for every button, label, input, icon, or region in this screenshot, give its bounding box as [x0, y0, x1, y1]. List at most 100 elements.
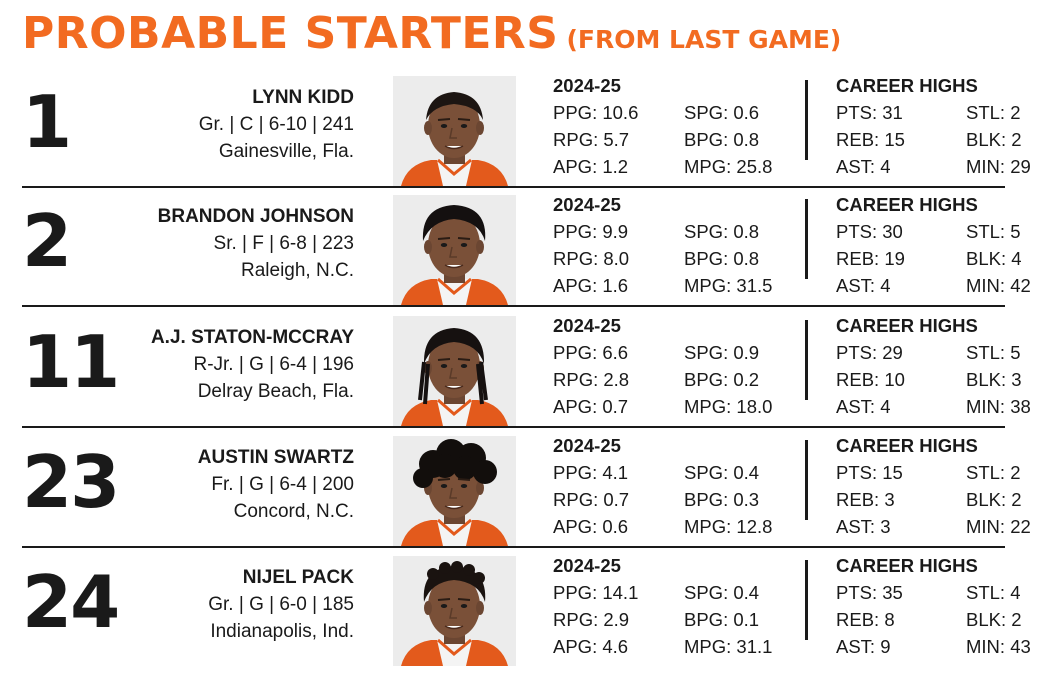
career-highs-col2: STL: 4 BLK: 2 MIN: 43: [966, 579, 1031, 660]
player-headshot: [393, 556, 516, 666]
stat-bpg: BPG: 0.8: [684, 129, 760, 150]
player-info: LYNN KIDD Gr. | C | 6-10 | 241 Gainesville…: [199, 84, 354, 165]
stat-spg: SPG: 0.8: [684, 221, 760, 242]
player-details: Sr. | F | 6-8 | 223: [213, 233, 354, 254]
career-highs-col2: STL: 2 BLK: 2 MIN: 22: [966, 459, 1031, 540]
season-stats-col2: SPG: 0.9 BPG: 0.2 MPG: 18.0: [684, 339, 772, 420]
stat-rpg: RPG: 8.0: [553, 248, 630, 269]
stat-spg: SPG: 0.4: [684, 462, 760, 483]
player-headshot: [393, 195, 516, 305]
stat-bpg: BPG: 0.1: [684, 609, 760, 630]
player-hometown: Raleigh, N.C.: [241, 260, 354, 281]
row-divider: [22, 546, 1005, 548]
career-highs: CAREER HIGHS PTS: 35 REB: 8 AST: 9: [836, 552, 978, 660]
stats-separator: [805, 80, 808, 160]
career-min: MIN: 29: [966, 156, 1031, 177]
player-details: Gr. | C | 6-10 | 241: [198, 114, 354, 135]
stats-separator: [805, 320, 808, 400]
row-divider: [22, 426, 1005, 428]
player-row: 23 AUSTIN SWARTZ Fr. | G | 6-4 | 200 Concor…: [0, 435, 1046, 558]
career-min: MIN: 43: [966, 636, 1031, 657]
season-stats-col2: SPG: 0.8 BPG: 0.8 MPG: 31.5: [684, 218, 772, 299]
player-name: AUSTIN SWARTZ: [197, 447, 354, 468]
player-row: 2 BRANDON JOHNSON Sr. | F | 6-8 | 223 Ralei…: [0, 194, 1046, 317]
career-reb: REB: 3: [836, 489, 895, 510]
player-hometown: Delray Beach, Fla.: [197, 381, 354, 402]
stat-mpg: MPG: 25.8: [684, 156, 773, 177]
career-reb: REB: 8: [836, 609, 895, 630]
career-pts: PTS: 29: [836, 342, 903, 363]
player-name: LYNN KIDD: [252, 87, 354, 108]
season-label: 2024-25: [553, 555, 621, 576]
stat-ppg: PPG: 9.9: [553, 221, 629, 242]
career-min: MIN: 42: [966, 275, 1031, 296]
row-divider: [22, 305, 1005, 307]
stat-bpg: BPG: 0.8: [684, 248, 760, 269]
career-reb: REB: 15: [836, 129, 905, 150]
player-details: R-Jr. | G | 6-4 | 196: [193, 354, 354, 375]
career-min: MIN: 38: [966, 396, 1031, 417]
jersey-number: 2: [22, 199, 72, 283]
stat-rpg: RPG: 0.7: [553, 489, 630, 510]
player-details: Fr. | G | 6-4 | 200: [211, 474, 354, 495]
career-blk: BLK: 2: [966, 129, 1022, 150]
player-info: AUSTIN SWARTZ Fr. | G | 6-4 | 200 Concord,…: [198, 444, 354, 525]
season-stats: 2024-25 PPG: 10.6 RPG: 5.7 APG: 1.2: [553, 72, 638, 180]
stat-apg: APG: 1.2: [553, 156, 629, 177]
career-highs-title: CAREER HIGHS: [836, 435, 978, 456]
stats-separator: [805, 199, 808, 279]
stat-apg: APG: 0.7: [553, 396, 629, 417]
stat-spg: SPG: 0.9: [684, 342, 760, 363]
player-headshot: [393, 316, 516, 426]
career-pts: PTS: 35: [836, 582, 903, 603]
career-pts: PTS: 15: [836, 462, 903, 483]
player-name: NIJEL PACK: [242, 567, 354, 588]
player-headshot: [393, 76, 516, 186]
stats-separator: [805, 440, 808, 520]
stat-rpg: RPG: 2.8: [553, 369, 630, 390]
career-ast: AST: 9: [836, 636, 891, 657]
stat-ppg: PPG: 4.1: [553, 462, 629, 483]
player-details: Gr. | G | 6-0 | 185: [208, 594, 354, 615]
player-row: 11 A.J. STATON-MCCRAY R-Jr. | G | 6-4 | 19…: [0, 315, 1046, 438]
stat-apg: APG: 4.6: [553, 636, 629, 657]
season-label: 2024-25: [553, 315, 621, 336]
row-divider: [22, 186, 1005, 188]
season-stats: 2024-25 PPG: 9.9 RPG: 8.0 APG: 1.6: [553, 191, 629, 299]
career-stl: STL: 2: [966, 102, 1021, 123]
career-highs-col2: STL: 5 BLK: 3 MIN: 38: [966, 339, 1031, 420]
player-info: A.J. STATON-MCCRAY R-Jr. | G | 6-4 | 196 D…: [151, 324, 354, 405]
stat-ppg: PPG: 14.1: [553, 582, 639, 603]
season-stats-col2: SPG: 0.4 BPG: 0.1 MPG: 31.1: [684, 579, 772, 660]
career-highs: CAREER HIGHS PTS: 31 REB: 15 AST: 4: [836, 72, 978, 180]
career-pts: PTS: 30: [836, 221, 903, 242]
stat-rpg: RPG: 2.9: [553, 609, 630, 630]
stat-spg: SPG: 0.4: [684, 582, 760, 603]
stat-mpg: MPG: 18.0: [684, 396, 773, 417]
stat-spg: SPG: 0.6: [684, 102, 760, 123]
career-blk: BLK: 2: [966, 489, 1022, 510]
player-row: 24 NIJEL PACK Gr. | G | 6-0 | 185 Indianapo…: [0, 555, 1046, 678]
career-ast: AST: 4: [836, 275, 891, 296]
career-reb: REB: 10: [836, 369, 905, 390]
career-blk: BLK: 2: [966, 609, 1022, 630]
stat-bpg: BPG: 0.3: [684, 489, 760, 510]
player-row: 1 LYNN KIDD Gr. | C | 6-10 | 241 Gainesvill…: [0, 75, 1046, 198]
career-highs: CAREER HIGHS PTS: 15 REB: 3 AST: 3: [836, 432, 978, 540]
career-blk: BLK: 4: [966, 248, 1022, 269]
player-info: NIJEL PACK Gr. | G | 6-0 | 185 Indianapoli…: [208, 564, 354, 645]
player-hometown: Concord, N.C.: [233, 501, 354, 522]
career-min: MIN: 22: [966, 516, 1031, 537]
stats-separator: [805, 560, 808, 640]
season-stats: 2024-25 PPG: 14.1 RPG: 2.9 APG: 4.6: [553, 552, 638, 660]
jersey-number: 1: [22, 80, 72, 164]
player-name: A.J. STATON-MCCRAY: [150, 327, 354, 348]
jersey-number: 24: [22, 560, 120, 644]
career-stl: STL: 5: [966, 342, 1021, 363]
career-highs-title: CAREER HIGHS: [836, 555, 978, 576]
stat-apg: APG: 1.6: [553, 275, 629, 296]
career-highs-title: CAREER HIGHS: [836, 75, 978, 96]
stat-rpg: RPG: 5.7: [553, 129, 630, 150]
season-stats-col2: SPG: 0.6 BPG: 0.8 MPG: 25.8: [684, 99, 772, 180]
career-stl: STL: 5: [966, 221, 1021, 242]
